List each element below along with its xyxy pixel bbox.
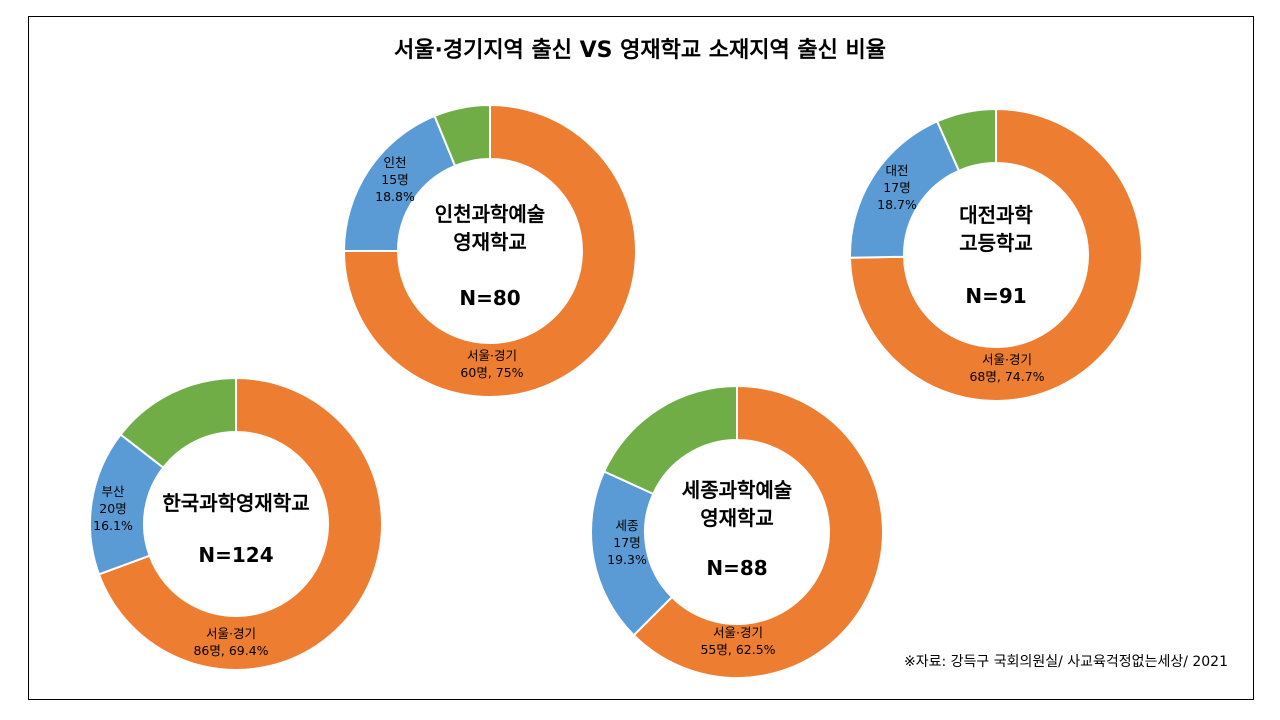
slice-data-label: 19.3%	[607, 552, 647, 567]
donut-slice-other	[119, 376, 237, 470]
slice-data-label: 15명	[381, 172, 408, 187]
slice-data-label: 부산	[101, 484, 125, 499]
slice-data-label: 대전	[885, 163, 908, 178]
school-name-label: 대전과학	[959, 203, 1033, 227]
sample-size-label: N=80	[459, 286, 520, 310]
slice-data-label: 서울·경기	[206, 626, 256, 641]
donut-slice-seoul	[97, 376, 383, 671]
slice-data-label: 인천	[383, 155, 406, 170]
donut-slice-other	[602, 384, 738, 496]
slice-data-label: 68명, 74.7%	[969, 369, 1044, 384]
sample-size-label: N=91	[965, 284, 1026, 308]
donut-chart-3	[89, 376, 383, 671]
school-name-label: 인천과학예술	[435, 202, 545, 226]
source-note: ※자료: 강득구 국회의원실/ 사교육걱정없는세상/ 2021	[903, 654, 1228, 670]
chart-title: 서울·경기지역 출신 VS 영재학교 소재지역 출신 비율	[394, 38, 886, 63]
donut-slice-seoul	[849, 107, 1143, 402]
slice-data-label: 18.7%	[877, 197, 917, 212]
school-name-label: 영재학교	[700, 506, 774, 530]
sample-size-label: N=88	[706, 556, 767, 580]
donut-chart-4	[590, 384, 884, 679]
slice-data-label: 20명	[99, 501, 126, 516]
slice-data-label: 서울·경기	[713, 625, 763, 640]
donut-slice-seoul	[342, 103, 637, 398]
slice-data-label: 16.1%	[93, 518, 133, 533]
school-name-label: 고등학교	[959, 231, 1033, 255]
sample-size-label: N=124	[198, 543, 273, 567]
donut-slice-other	[433, 103, 491, 168]
slice-data-label: 86명, 69.4%	[193, 643, 268, 658]
slice-data-label: 서울·경기	[982, 352, 1032, 367]
slice-data-label: 18.8%	[375, 189, 415, 204]
donut-chart-1	[342, 103, 637, 398]
school-name-label: 한국과학영재학교	[162, 491, 309, 515]
school-name-label: 세종과학예술	[682, 478, 792, 502]
slice-data-label: 세종	[615, 518, 638, 533]
slice-data-label: 17명	[883, 180, 910, 195]
slice-data-label: 55명, 62.5%	[700, 642, 775, 657]
slice-data-label: 60명, 75%	[460, 365, 523, 380]
school-name-label: 영재학교	[453, 230, 527, 254]
slice-data-label: 17명	[613, 535, 640, 550]
donut-chart-2	[849, 107, 1143, 402]
chart-frame	[28, 16, 1254, 700]
donut-slice-other	[935, 107, 997, 173]
donut-slice-seoul	[632, 384, 884, 679]
slice-data-label: 서울·경기	[467, 348, 517, 363]
